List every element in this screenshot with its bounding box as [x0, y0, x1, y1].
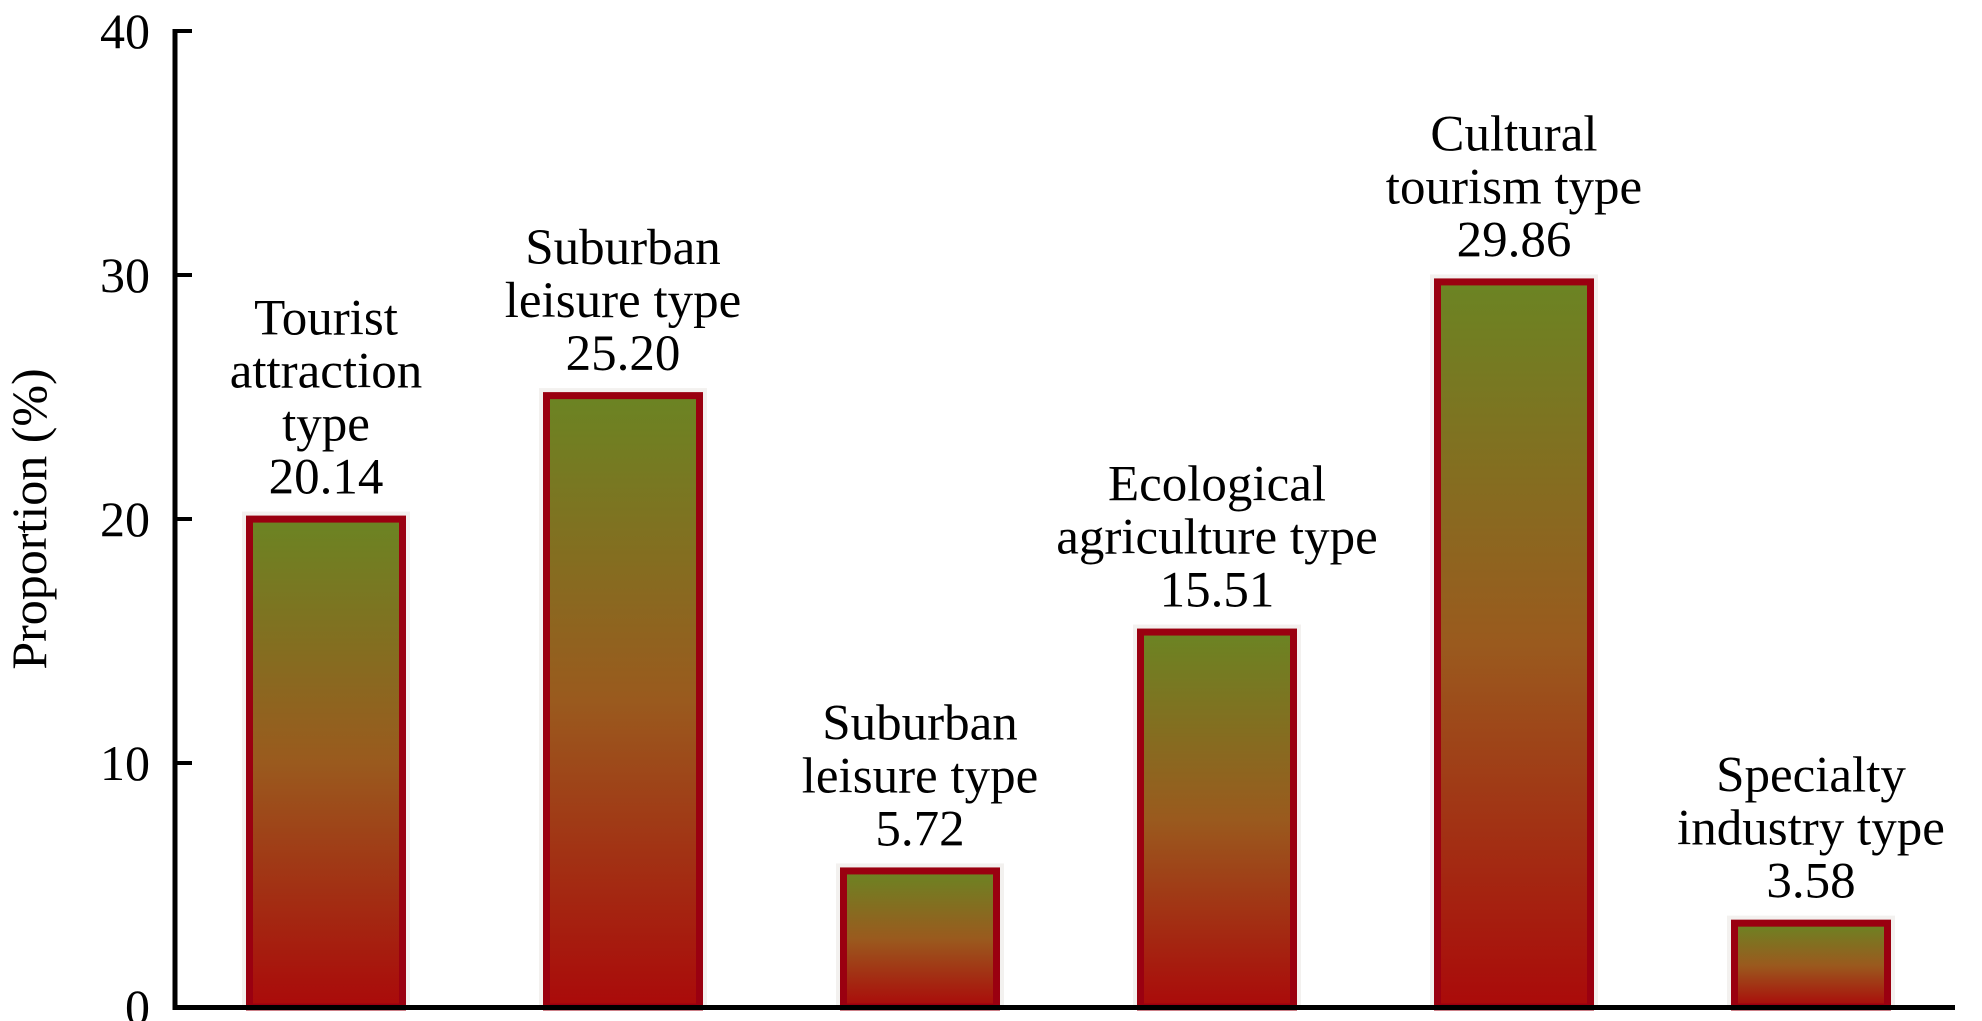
- bar-value-label: 5.72: [875, 801, 964, 857]
- bar-category-label: Specialty: [1716, 748, 1906, 804]
- bars-layer: [242, 274, 1895, 1011]
- bar: [543, 392, 703, 1011]
- bar-category-label: Suburban: [525, 220, 720, 276]
- bar-category-label: type: [282, 397, 370, 453]
- bar-value-label: 25.20: [566, 326, 681, 382]
- bar: [246, 515, 406, 1011]
- bar-category-label: Tourist: [254, 291, 398, 347]
- bar-value-label: 3.58: [1766, 854, 1855, 910]
- bar-category-label: leisure type: [802, 748, 1039, 804]
- y-axis-title: Proportion (%): [1, 368, 57, 669]
- bar-labels-layer: 20.14Touristattractiontype25.20Suburbanl…: [230, 106, 1945, 909]
- bar-category-label: Suburban: [822, 695, 1017, 751]
- y-tick-label: 20: [100, 491, 150, 547]
- bar-value-label: 20.14: [269, 450, 384, 506]
- y-ticks: 0 10 20 30 40: [100, 3, 192, 1021]
- y-tick-label: 0: [125, 979, 150, 1021]
- bar: [1731, 919, 1891, 1011]
- bar-category-label: leisure type: [505, 273, 742, 329]
- bar-value-label: 29.86: [1457, 212, 1572, 268]
- bar: [1137, 628, 1297, 1011]
- y-tick-label: 10: [100, 735, 150, 791]
- bar-category-label: industry type: [1677, 801, 1945, 857]
- bar: [1434, 278, 1594, 1011]
- bar-category-label: Cultural: [1430, 106, 1597, 162]
- bar: [840, 867, 1000, 1011]
- bar-category-label: Ecological: [1108, 457, 1326, 513]
- y-tick-label: 40: [100, 3, 150, 59]
- bar-category-label: agriculture type: [1056, 510, 1377, 566]
- y-tick-label: 30: [100, 247, 150, 303]
- bar-value-label: 15.51: [1160, 563, 1275, 619]
- bar-category-label: tourism type: [1386, 159, 1642, 215]
- bar-category-label: attraction: [230, 344, 423, 400]
